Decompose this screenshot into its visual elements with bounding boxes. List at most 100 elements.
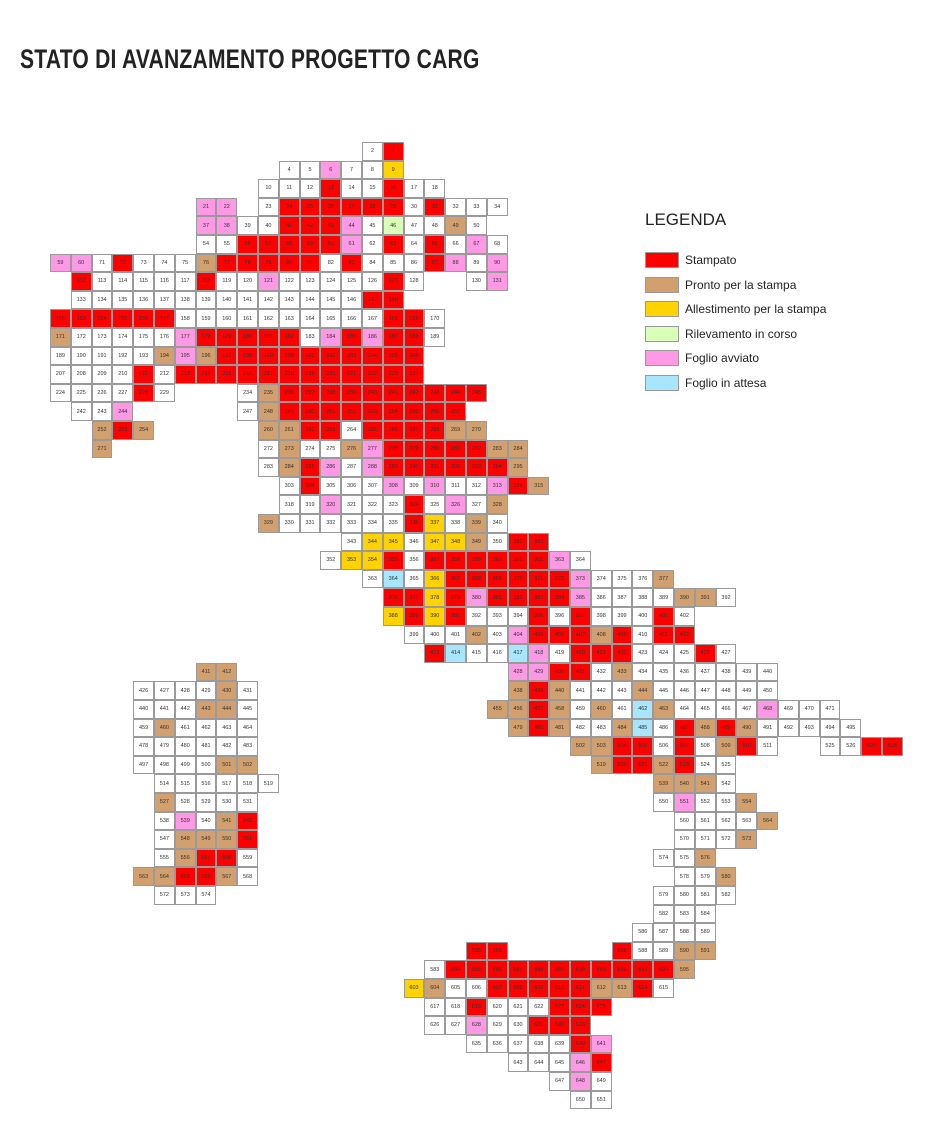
map-sheet: 456 — [507, 700, 529, 719]
map-sheet: 380 — [466, 588, 487, 607]
map-sheet: 286 — [320, 458, 342, 477]
map-sheet: 594 — [653, 960, 674, 979]
map-sheet: 34 — [486, 197, 508, 217]
map-sheet: 514 — [154, 774, 175, 793]
map-sheet: 550 — [653, 793, 674, 812]
map-sheet: 268 — [424, 421, 446, 440]
map-sheet: 448 — [715, 681, 737, 700]
map-sheet: 438 — [507, 681, 529, 700]
map-sheet: 557 — [195, 848, 217, 868]
map-sheet: 251 — [320, 402, 342, 421]
map-sheet: 442 — [590, 681, 612, 700]
map-sheet: 632 — [549, 1016, 570, 1035]
map-sheet: 608 — [507, 979, 529, 998]
map-sheet: 87 — [424, 253, 446, 273]
map-sheet: 311 — [445, 476, 466, 496]
map-sheet: 421 — [590, 644, 612, 663]
map-sheet: 515 — [174, 774, 196, 793]
map-sheet: 486 — [653, 718, 674, 738]
map-sheet: 617 — [424, 997, 446, 1017]
map-sheet: 431 — [570, 662, 591, 682]
map-sheet: 580 — [674, 886, 695, 905]
map-sheet: 611 — [570, 979, 591, 998]
map-sheet: 585 — [466, 941, 487, 961]
map-sheet: 135 — [112, 290, 134, 310]
map-sheet: 211 — [133, 365, 154, 384]
map-sheet: 393 — [486, 607, 508, 626]
map-sheet: 179 — [216, 328, 238, 347]
map-sheet: 255 — [403, 402, 425, 421]
map-sheet: 185 — [341, 328, 362, 347]
map-sheet: 388 — [632, 588, 654, 607]
map-sheet: 238 — [320, 383, 342, 403]
map-sheet: 21 — [195, 197, 217, 217]
map-sheet: 357 — [424, 551, 446, 570]
map-sheet: 570 — [674, 830, 695, 849]
map-sheet: 527 — [154, 793, 175, 812]
map-sheet: 438 — [715, 662, 737, 682]
map-sheet: 644 — [528, 1053, 550, 1072]
map-sheet: 131 — [486, 272, 508, 291]
map-sheet: 348 — [445, 532, 466, 552]
map-sheet: 518 — [237, 774, 258, 793]
map-sheet: 505 — [632, 737, 654, 756]
map-sheet: 401 — [653, 607, 674, 626]
map-sheet: 626 — [424, 1016, 446, 1035]
map-sheet: 435 — [653, 662, 674, 682]
map-sheet: 562 — [715, 811, 737, 831]
map-sheet: 73 — [133, 253, 154, 273]
map-sheet: 481 — [195, 737, 217, 756]
map-sheet: 180 — [237, 328, 258, 347]
map-sheet: 589 — [694, 923, 716, 942]
map-sheet: 115 — [133, 272, 154, 291]
map-sheet: 548 — [174, 830, 196, 849]
map-sheet: 45 — [362, 216, 383, 235]
map-sheet: 645 — [549, 1053, 570, 1072]
map-sheet: 358 — [445, 551, 466, 570]
map-sheet: 373 — [570, 569, 591, 589]
map-sheet: 313 — [486, 476, 508, 496]
map-sheet: 467 — [736, 700, 758, 719]
map-sheet: 469 — [778, 700, 799, 719]
map-sheet: 155 — [112, 309, 134, 328]
map-sheet: 419 — [549, 644, 570, 663]
map-sheet: 402 — [674, 607, 695, 626]
map-sheet: 572 — [715, 830, 737, 849]
map-sheet: 392 — [715, 588, 737, 607]
map-sheet: 381 — [486, 588, 508, 607]
map-sheet: 213 — [174, 365, 196, 384]
map-sheet: 426 — [694, 644, 716, 663]
map-sheet: 216 — [237, 365, 258, 384]
map-sheet: 50 — [466, 216, 487, 235]
map-sheet: 606 — [466, 979, 487, 998]
map-sheet: 294 — [486, 458, 508, 477]
map-sheet: 462 — [195, 718, 217, 738]
map-sheet: 551 — [674, 793, 695, 812]
legend-swatch — [645, 252, 679, 269]
map-sheet: 221 — [341, 365, 362, 384]
map-sheet: 605 — [445, 979, 466, 998]
map-sheet: 78 — [237, 253, 258, 273]
map-sheet: 499 — [174, 755, 196, 775]
map-sheet: 43 — [320, 216, 342, 235]
map-sheet: 609 — [528, 979, 550, 998]
map-sheet: 250 — [299, 402, 321, 421]
map-sheet: 86 — [403, 253, 425, 273]
map-sheet: 464 — [674, 700, 695, 719]
map-sheet: 612 — [590, 979, 612, 998]
map-sheet: 416 — [486, 644, 508, 663]
legend-swatch — [645, 276, 679, 293]
map-sheet: 262 — [299, 421, 321, 440]
map-sheet: 583 — [674, 904, 695, 924]
map-sheet: 582 — [715, 886, 737, 905]
map-sheet: 405 — [528, 625, 550, 645]
map-sheet: 613 — [611, 979, 633, 998]
map-sheet: 620 — [486, 997, 508, 1017]
map-sheet: 126 — [362, 272, 383, 291]
map-sheet: 420 — [570, 644, 591, 663]
map-sheet: 589 — [549, 960, 570, 979]
map-sheet: 565 — [174, 867, 196, 886]
map-sheet: 190 — [70, 346, 92, 366]
map-sheet: 415 — [466, 644, 487, 663]
map-sheet: 273 — [278, 439, 300, 459]
